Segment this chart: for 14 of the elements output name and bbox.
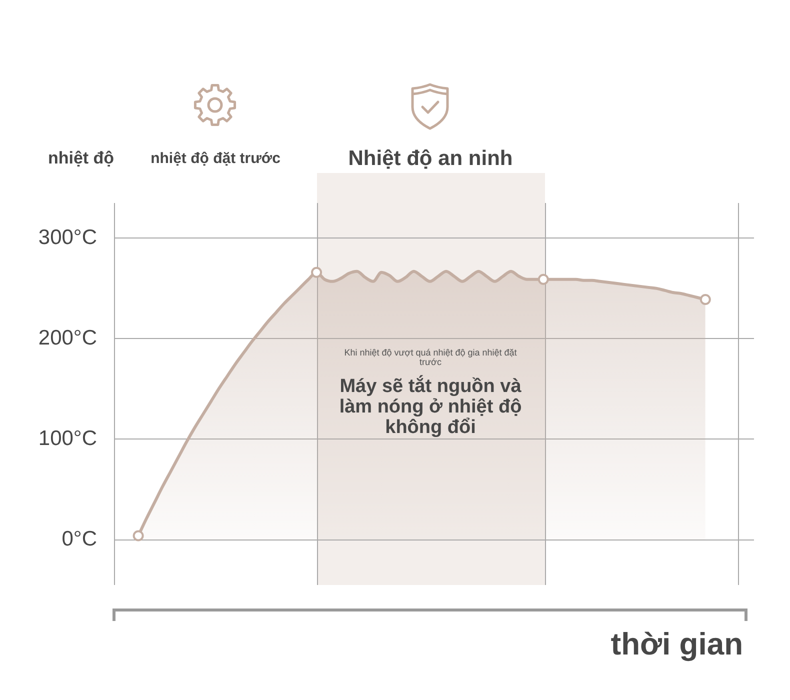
text: nhiệt độ đặt trước xyxy=(150,150,280,168)
point xyxy=(700,294,711,306)
annotation: Máy sẽ tắt nguồn và làm nóng ở nhiệt độ không đổi xyxy=(339,375,522,438)
x-axis-title: thời gian xyxy=(610,626,743,662)
y-tick-label: 0°C xyxy=(62,528,97,551)
point xyxy=(132,530,144,542)
point xyxy=(538,274,549,285)
y-tick-label: 300°C xyxy=(38,226,97,249)
text: Nhiệt độ an ninh xyxy=(348,146,513,170)
point xyxy=(311,266,322,278)
y-tick-label: 200°C xyxy=(38,326,97,350)
y-axis-title: nhiệt độ xyxy=(48,148,114,168)
annotation: Khi nhiệt độ vượt quá nhiệt độ gia nhiệt đặt trước xyxy=(344,347,518,367)
y-tick-label: 100°C xyxy=(38,427,97,450)
